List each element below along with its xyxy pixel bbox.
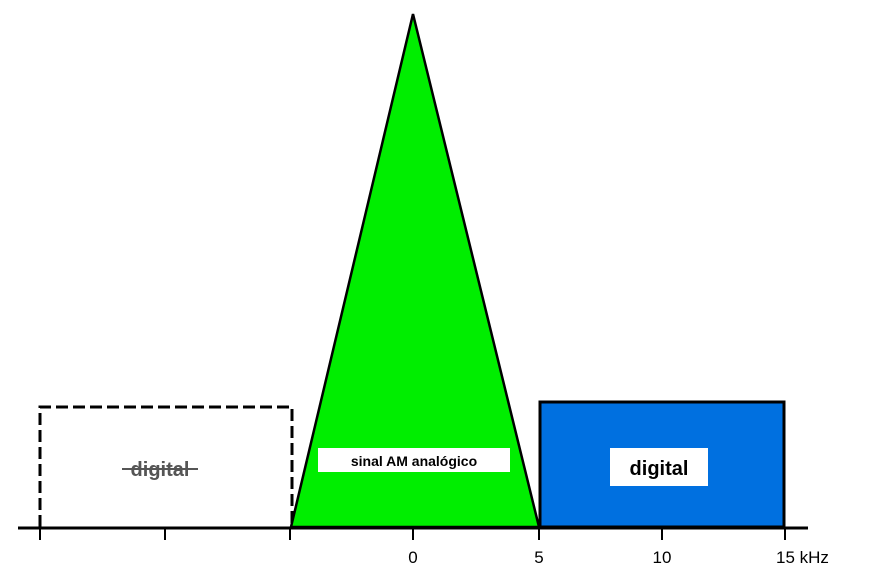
axis-tick-label-15-khz: 15 kHz — [776, 548, 829, 567]
analog-am-label: sinal AM analógico — [351, 453, 477, 469]
left-digital-band: digital — [38, 405, 294, 527]
left-digital-band-outline — [38, 405, 294, 527]
analog-am-label-box — [318, 448, 510, 472]
axis-tick-label-10: 10 — [653, 548, 672, 567]
axis-tick-label-0: 0 — [408, 548, 417, 567]
right-digital-band: digital — [538, 400, 786, 529]
analog-am-band: sinal AM analógico — [289, 13, 541, 529]
right-digital-label-box — [610, 448, 708, 486]
right-digital-band-label: digital — [630, 458, 689, 480]
axis-tick-label-5: 5 — [534, 548, 543, 567]
frequency-axis: 0 5 10 15 kHz — [18, 526, 829, 567]
